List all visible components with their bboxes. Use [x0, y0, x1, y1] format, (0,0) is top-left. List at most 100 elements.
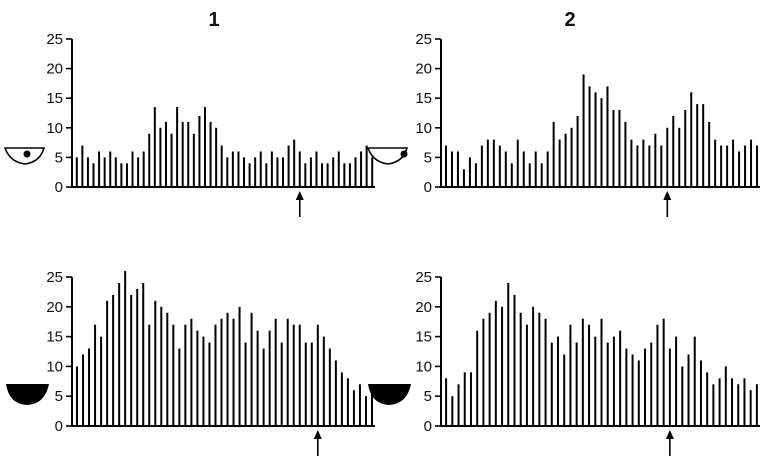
panel-2-closed-eye: 0 5 10 15 20 25 [368, 269, 760, 456]
histogram-bar [510, 163, 513, 187]
y-tick-label: 15 [415, 329, 432, 346]
histogram-bar [588, 86, 591, 187]
histogram-bar [98, 151, 101, 187]
histogram-bar [575, 342, 578, 426]
histogram-bar [708, 121, 711, 187]
histogram-bar [451, 396, 454, 426]
histogram-bar [176, 107, 179, 187]
histogram-bar [644, 348, 647, 426]
histogram-bar [322, 336, 325, 426]
histogram-bar [142, 282, 145, 426]
histogram-bar [631, 354, 634, 426]
histogram-bar [619, 330, 622, 426]
histogram-bar [749, 390, 752, 426]
closed-eye-icon [6, 384, 49, 405]
histogram-bar [612, 336, 615, 426]
histogram-bar [558, 139, 561, 187]
histogram-bar [501, 306, 504, 426]
histogram-bar [209, 121, 212, 187]
histogram-bar [522, 151, 525, 187]
histogram-bar [354, 157, 357, 187]
histogram-bar [346, 378, 349, 426]
y-tick-label: 25 [46, 31, 63, 48]
histogram-bar [270, 151, 273, 187]
histogram-bar [109, 151, 112, 187]
histogram-bar [248, 163, 251, 187]
histogram-bar [268, 330, 271, 426]
histogram-bar [238, 306, 241, 426]
histogram-bar [693, 336, 696, 426]
y-tick-label: 25 [415, 269, 432, 286]
histogram-bar [516, 139, 519, 187]
open-eye-icon [366, 147, 409, 165]
histogram-bar [594, 92, 597, 187]
histogram-bar [712, 384, 715, 426]
histogram-bar [552, 121, 555, 187]
histogram-bar [131, 151, 134, 187]
histogram-bar [254, 157, 257, 187]
histogram-bar [494, 300, 497, 426]
histogram-bar [208, 342, 211, 426]
y-tick-label: 10 [46, 120, 63, 137]
histogram-bar [684, 110, 687, 187]
histogram-bar [315, 151, 318, 187]
histogram-bar [681, 366, 684, 426]
histogram-bar [153, 107, 156, 187]
panel-1-closed-eye: 0 5 10 15 20 25 [6, 269, 375, 456]
histogram-bar [136, 288, 139, 426]
histogram-bar [148, 133, 151, 187]
histogram-bar [159, 127, 162, 187]
histogram-bar [137, 157, 140, 187]
y-tick-label: 0 [55, 179, 63, 196]
histogram-bar [600, 98, 603, 187]
histogram-bar [743, 378, 746, 426]
histogram-bar [532, 306, 535, 426]
histogram-bar [220, 145, 223, 187]
histogram-bar [750, 139, 753, 187]
histogram-bar [340, 372, 343, 426]
histogram-bar [625, 348, 628, 426]
histogram-bar [170, 133, 173, 187]
histogram-bar [364, 396, 367, 426]
histogram-bar [256, 330, 259, 426]
marker-arrowhead [663, 191, 672, 200]
histogram-bar [120, 163, 123, 187]
histogram-bar [198, 115, 201, 187]
histogram-bar [328, 348, 331, 426]
histogram-bar [656, 324, 659, 426]
histogram-bar [166, 312, 169, 426]
histogram-bar [482, 318, 485, 426]
histogram-bar [124, 271, 127, 426]
histogram-bar [321, 163, 324, 187]
histogram-bar [202, 336, 205, 426]
histogram-bar [316, 324, 319, 426]
histogram-bar [569, 324, 572, 426]
histogram-bar [365, 145, 368, 187]
histogram-bar [250, 312, 253, 426]
histogram-bar [492, 139, 495, 187]
histogram-bar [538, 312, 541, 426]
histogram-bar [75, 157, 78, 187]
histogram-bar [259, 151, 262, 187]
histogram-bar [570, 127, 573, 187]
histogram-bar [756, 145, 759, 187]
y-tick-label: 20 [46, 299, 63, 316]
histogram-bar [178, 348, 181, 426]
histogram-bar [226, 157, 229, 187]
histogram-bar [476, 330, 479, 426]
histogram-bar [214, 324, 217, 426]
histogram-bar [292, 324, 295, 426]
histogram-bar [237, 151, 240, 187]
marker-arrowhead [313, 430, 322, 439]
histogram-bar [648, 145, 651, 187]
histogram-bar [142, 151, 145, 187]
histogram-bar [600, 318, 603, 426]
histogram-bar [203, 107, 206, 187]
histogram-bar [82, 354, 85, 426]
histogram-bar [304, 163, 307, 187]
histogram-bar [326, 163, 329, 187]
closed-eye-icon [368, 384, 411, 405]
histogram-bar [125, 163, 128, 187]
histogram-bar [718, 378, 721, 426]
histogram-bar [310, 342, 313, 426]
